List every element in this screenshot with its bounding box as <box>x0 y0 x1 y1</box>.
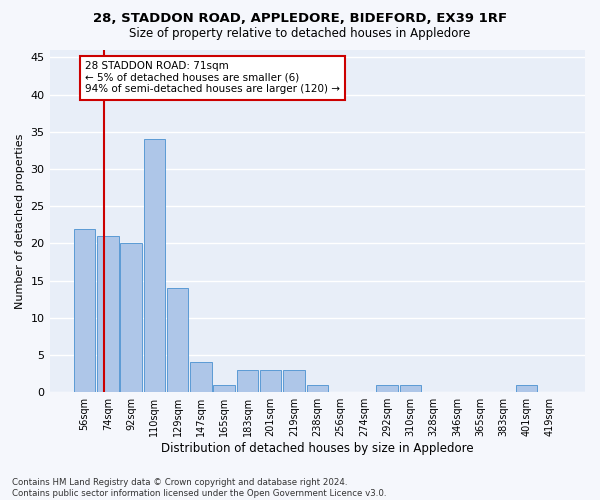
Bar <box>74 228 95 392</box>
Bar <box>376 385 398 392</box>
Bar <box>143 140 165 392</box>
Text: Contains HM Land Registry data © Crown copyright and database right 2024.
Contai: Contains HM Land Registry data © Crown c… <box>12 478 386 498</box>
Y-axis label: Number of detached properties: Number of detached properties <box>15 134 25 309</box>
Bar <box>214 385 235 392</box>
X-axis label: Distribution of detached houses by size in Appledore: Distribution of detached houses by size … <box>161 442 473 455</box>
Bar <box>237 370 258 392</box>
Bar <box>307 385 328 392</box>
Bar <box>260 370 281 392</box>
Bar <box>283 370 305 392</box>
Text: 28 STADDON ROAD: 71sqm
← 5% of detached houses are smaller (6)
94% of semi-detac: 28 STADDON ROAD: 71sqm ← 5% of detached … <box>85 61 340 94</box>
Bar <box>97 236 119 392</box>
Bar <box>516 385 538 392</box>
Bar <box>167 288 188 392</box>
Text: Size of property relative to detached houses in Appledore: Size of property relative to detached ho… <box>130 28 470 40</box>
Bar <box>400 385 421 392</box>
Bar <box>121 244 142 392</box>
Bar <box>190 362 212 392</box>
Text: 28, STADDON ROAD, APPLEDORE, BIDEFORD, EX39 1RF: 28, STADDON ROAD, APPLEDORE, BIDEFORD, E… <box>93 12 507 26</box>
